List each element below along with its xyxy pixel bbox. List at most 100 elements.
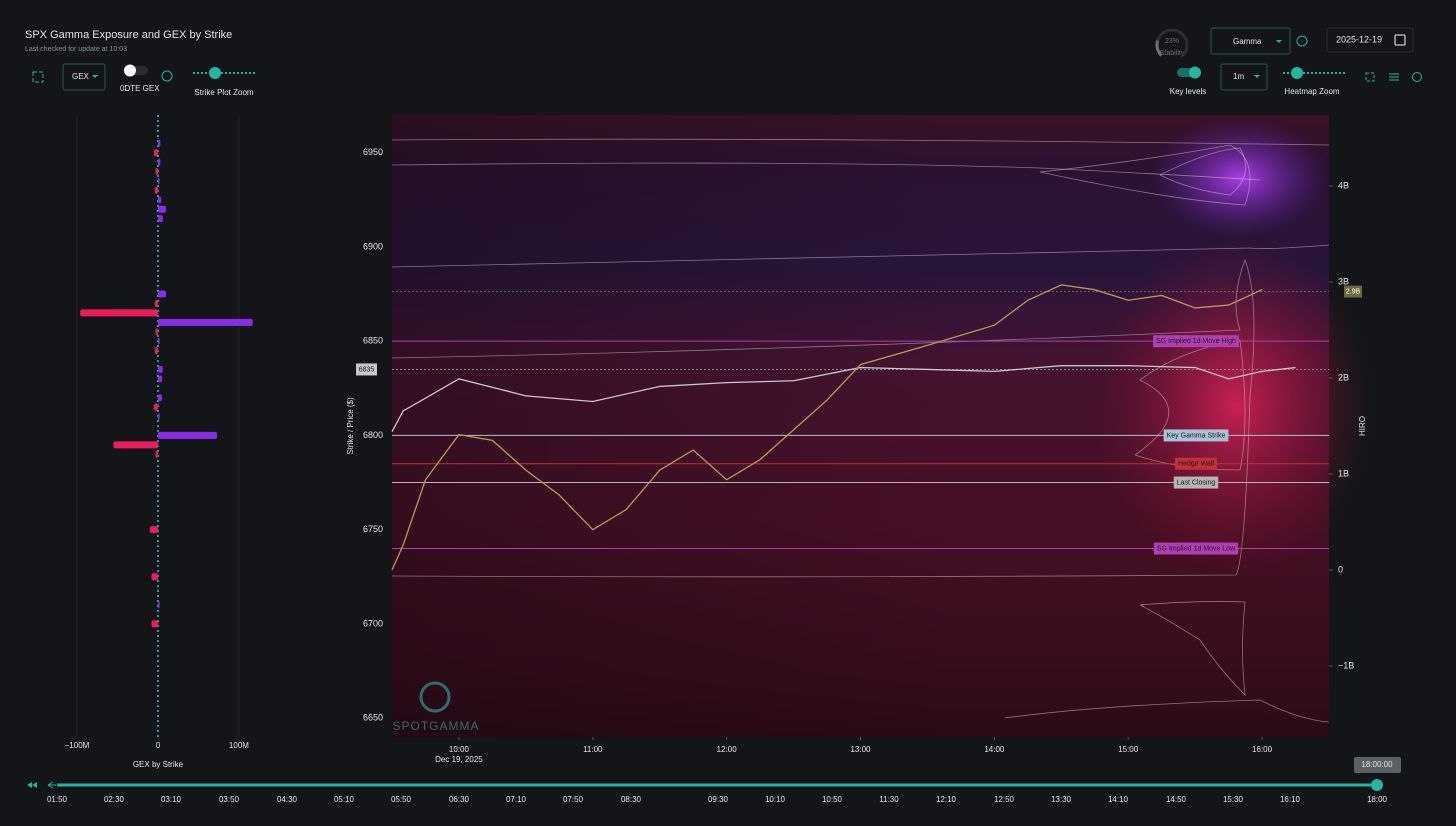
timeline-label: 12:10 bbox=[936, 795, 957, 804]
timeline-label: 16:10 bbox=[1280, 795, 1301, 804]
interval-select[interactable] bbox=[1220, 63, 1268, 91]
gex-bar bbox=[157, 394, 163, 402]
y2-tick-label: −1B bbox=[1338, 660, 1354, 670]
page-title: SPX Gamma Exposure and GEX by Strike bbox=[25, 29, 232, 41]
date-input[interactable] bbox=[1326, 27, 1414, 53]
timeline-label: 06:30 bbox=[449, 795, 470, 804]
y2-tick-label: 2B bbox=[1338, 372, 1349, 382]
timeline-label: 10:50 bbox=[822, 795, 843, 804]
gex-bar bbox=[157, 177, 160, 185]
x-tick-label: 15:00 bbox=[1118, 745, 1139, 754]
y-tick-label: 6750 bbox=[363, 524, 383, 534]
gex-bar bbox=[151, 573, 158, 581]
update-note: Last checked for update at 10:03 bbox=[25, 46, 127, 53]
level-label: Last Closing bbox=[1177, 479, 1216, 486]
series-line bbox=[391, 284, 1263, 571]
gex-bar bbox=[149, 526, 158, 534]
gex-bar bbox=[157, 196, 162, 204]
gex-bar bbox=[80, 309, 158, 317]
info-icon[interactable] bbox=[1296, 35, 1308, 47]
timeline-label: 12:50 bbox=[994, 795, 1015, 804]
x-tick-label: 11:00 bbox=[583, 745, 603, 754]
y-tick-label: 6650 bbox=[363, 713, 383, 723]
level-badge bbox=[1175, 457, 1217, 470]
timeline-label: 02:30 bbox=[104, 795, 125, 804]
y-tick-label: 6950 bbox=[363, 147, 383, 157]
timeline-label: 07:10 bbox=[506, 795, 527, 804]
y2-tick-label: 3B bbox=[1338, 276, 1349, 286]
gex-bar bbox=[153, 149, 158, 157]
zoom-knob[interactable] bbox=[209, 67, 221, 79]
mode-select-text: Gamma bbox=[1233, 37, 1262, 46]
gex-bar bbox=[157, 413, 160, 421]
y-tick-label: 6700 bbox=[363, 618, 383, 628]
mode-select[interactable] bbox=[1210, 27, 1291, 55]
hiro-badge-text: 2.9B bbox=[1346, 288, 1361, 295]
gex-bar bbox=[157, 290, 167, 298]
level-badge bbox=[1153, 335, 1239, 348]
gex-bar bbox=[157, 601, 160, 609]
heatmap: SPOTGAMMA bbox=[391, 115, 1375, 737]
y2-axis-label: HIRO bbox=[1358, 416, 1367, 436]
y-tick-label: 6850 bbox=[363, 336, 383, 346]
price-badge bbox=[356, 363, 377, 376]
gex-select[interactable] bbox=[62, 63, 106, 91]
gauge-value bbox=[1155, 40, 1163, 57]
x-axis-label: GEX by Strike bbox=[133, 760, 184, 769]
calendar-icon[interactable] bbox=[1394, 34, 1406, 46]
gex-bar bbox=[151, 620, 158, 628]
level-label: SG Implied 1d Move Low bbox=[1157, 545, 1236, 552]
zoom-knob[interactable] bbox=[1291, 67, 1303, 79]
timeline-label: 03:10 bbox=[161, 795, 182, 804]
gex-bar bbox=[157, 431, 218, 439]
timeline-label: 14:10 bbox=[1108, 795, 1129, 804]
timeline-knob[interactable] bbox=[1371, 779, 1383, 791]
caret bbox=[1276, 40, 1282, 43]
gex-bar bbox=[154, 299, 158, 307]
gex-select-text: GEX bbox=[72, 72, 90, 81]
stability-value: 23% bbox=[1165, 38, 1179, 45]
rewind-icon[interactable] bbox=[27, 782, 37, 788]
level-badge bbox=[1153, 542, 1239, 555]
y2-tick-label: 4B bbox=[1338, 180, 1349, 190]
back-icon[interactable] bbox=[47, 781, 56, 789]
y-tick-label: 6900 bbox=[363, 241, 383, 251]
settings-icon[interactable] bbox=[1389, 73, 1399, 81]
gex-bar bbox=[154, 186, 158, 194]
level-label: Hedge Wall bbox=[1178, 461, 1214, 468]
zoom-label: Strike Plot Zoom bbox=[194, 88, 253, 97]
theme-icon[interactable] bbox=[1412, 72, 1422, 82]
time-badge bbox=[1354, 757, 1401, 773]
timeline-label: 14:50 bbox=[1166, 795, 1187, 804]
gex-bar bbox=[153, 403, 158, 411]
timeline-label: 10:10 bbox=[765, 795, 786, 804]
x-tick-label: 100M bbox=[229, 741, 249, 750]
interval-text: 1m bbox=[1233, 72, 1244, 81]
series-line bbox=[391, 365, 1296, 432]
timeline-label: 09:30 bbox=[708, 795, 729, 804]
x-sublabel: Dec 19, 2025 bbox=[435, 755, 483, 764]
timeline-label: 03:50 bbox=[219, 795, 240, 804]
date-text: 2025-12-19 bbox=[1336, 34, 1382, 44]
y-axis-label: Strike / Price ($) bbox=[346, 397, 355, 455]
collapse-icon[interactable] bbox=[1365, 72, 1375, 82]
watermark: SPOTGAMMA bbox=[392, 719, 479, 733]
gex-bar bbox=[155, 328, 158, 336]
timeline-label: 11:30 bbox=[879, 795, 899, 804]
price-badge-text: 6835 bbox=[359, 366, 375, 373]
expand-icon[interactable] bbox=[32, 71, 44, 83]
caret bbox=[92, 75, 98, 78]
y-tick-label: 6800 bbox=[363, 430, 383, 440]
gex-bar bbox=[157, 365, 163, 373]
key-levels-label: Key levels bbox=[1170, 87, 1206, 96]
timeline-label: 13:30 bbox=[1051, 795, 1072, 804]
y2-tick-label: 0 bbox=[1338, 564, 1343, 574]
toggle-knob bbox=[1189, 66, 1201, 79]
timeline-label: 08:30 bbox=[621, 795, 642, 804]
level-label: SG Implied 1d Move High bbox=[1156, 338, 1236, 345]
gex-bar bbox=[157, 215, 163, 223]
level-badge bbox=[1173, 476, 1219, 489]
time-badge-text: 18:00:00 bbox=[1361, 760, 1393, 769]
level-badge bbox=[1163, 429, 1229, 442]
info-icon[interactable] bbox=[161, 70, 173, 82]
